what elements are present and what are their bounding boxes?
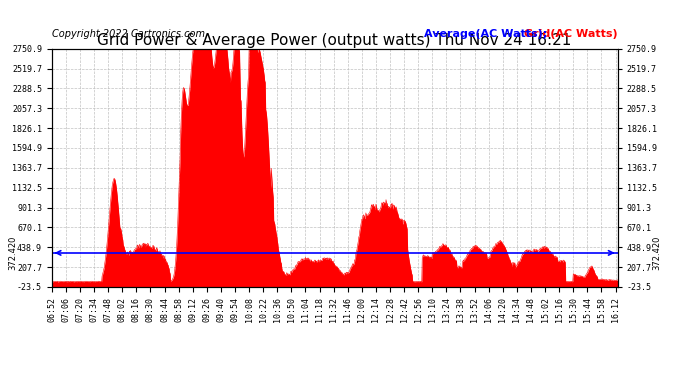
Text: Copyright 2022 Cartronics.com: Copyright 2022 Cartronics.com	[52, 29, 205, 39]
Text: 372.420: 372.420	[8, 236, 17, 270]
Title: Grid Power & Average Power (output watts) Thu Nov 24 16:21: Grid Power & Average Power (output watts…	[97, 33, 572, 48]
Text: 372.420: 372.420	[652, 236, 661, 270]
Text: Average(AC Watts);: Average(AC Watts);	[424, 29, 548, 39]
Text: Grid(AC Watts): Grid(AC Watts)	[524, 29, 618, 39]
